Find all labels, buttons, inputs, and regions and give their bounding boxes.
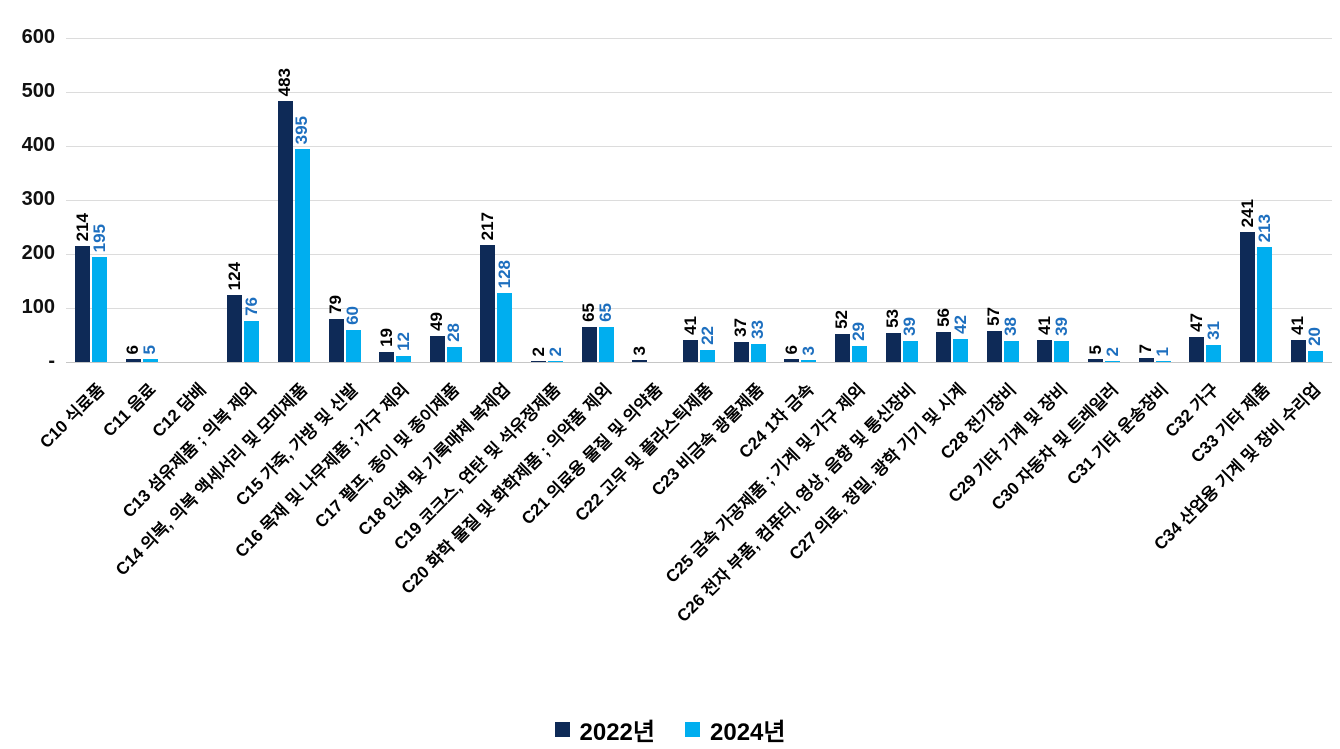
y-axis-tick-label: 200 bbox=[21, 242, 55, 264]
value-label: 31 bbox=[1204, 321, 1223, 340]
value-label: 38 bbox=[1001, 317, 1020, 336]
bar-2022년 bbox=[75, 246, 90, 362]
bar-2024년 bbox=[143, 359, 158, 362]
bar-2022년 bbox=[480, 245, 495, 362]
y-axis-tick-label: 500 bbox=[21, 80, 55, 102]
bar-2024년 bbox=[852, 346, 867, 362]
y-axis-tick-label: 300 bbox=[21, 188, 55, 210]
value-label: 20 bbox=[1305, 327, 1324, 346]
bar-2024년 bbox=[497, 293, 512, 362]
bar-2022년 bbox=[1139, 358, 1154, 362]
bar-2022년 bbox=[987, 331, 1002, 362]
gridline bbox=[66, 362, 1332, 363]
legend-swatch-2022 bbox=[554, 722, 570, 737]
value-label: 217 bbox=[478, 211, 497, 240]
gridline bbox=[66, 38, 1332, 39]
bar-2022년 bbox=[1088, 359, 1103, 362]
value-label: 2 bbox=[546, 346, 565, 356]
y-axis-tick-label: 400 bbox=[21, 134, 55, 156]
value-label: 28 bbox=[444, 323, 463, 342]
bar-2024년 bbox=[1206, 345, 1221, 362]
bar-2022년 bbox=[1240, 232, 1255, 362]
value-label: 395 bbox=[292, 115, 311, 144]
x-axis-category-label: C11 음료 bbox=[99, 380, 160, 441]
value-label: 65 bbox=[596, 303, 615, 322]
gridline bbox=[66, 146, 1332, 147]
value-label: 5 bbox=[140, 344, 159, 354]
legend-item-2024: 2024년 bbox=[685, 712, 785, 747]
value-label: 1 bbox=[1153, 346, 1172, 356]
value-label: 128 bbox=[495, 259, 514, 288]
bar-2022년 bbox=[1291, 340, 1306, 362]
bar-2022년 bbox=[582, 327, 597, 362]
value-label: 2 bbox=[1103, 346, 1122, 356]
bar-2024년 bbox=[447, 347, 462, 362]
bar-2024년 bbox=[295, 149, 310, 362]
bar-2022년 bbox=[734, 342, 749, 362]
bar-2024년 bbox=[92, 257, 107, 362]
value-label: 29 bbox=[849, 322, 868, 341]
bar-2024년 bbox=[1004, 341, 1019, 362]
bar-2024년 bbox=[244, 321, 259, 362]
bar-2022년 bbox=[632, 360, 647, 362]
legend-label-2022: 2022년 bbox=[579, 719, 655, 746]
bar-2024년 bbox=[1156, 361, 1171, 362]
bar-2022년 bbox=[227, 295, 242, 362]
bar-2024년 bbox=[1105, 361, 1120, 362]
bar-2024년 bbox=[599, 327, 614, 362]
bar-2022년 bbox=[683, 340, 698, 362]
legend: 2022년 2024년 bbox=[0, 712, 1340, 747]
value-label: 124 bbox=[225, 261, 244, 290]
value-label: 22 bbox=[698, 326, 717, 345]
value-label: 3 bbox=[630, 345, 649, 355]
value-label: 483 bbox=[275, 67, 294, 96]
bar-2022년 bbox=[531, 361, 546, 362]
value-label: 213 bbox=[1255, 213, 1274, 242]
bar-2022년 bbox=[784, 359, 799, 362]
value-label: 39 bbox=[1052, 317, 1071, 336]
x-axis-category-label: C10 식료품 bbox=[36, 380, 109, 453]
legend-label-2024: 2024년 bbox=[710, 719, 786, 746]
y-axis-tick-label: - bbox=[48, 350, 55, 372]
bar-2024년 bbox=[1308, 351, 1323, 362]
bar-2022년 bbox=[1189, 337, 1204, 362]
gridline bbox=[66, 92, 1332, 93]
value-label: 3 bbox=[799, 345, 818, 355]
bar-2022년 bbox=[936, 332, 951, 362]
bar-2024년 bbox=[801, 360, 816, 362]
bar-2024년 bbox=[903, 341, 918, 362]
bar-2024년 bbox=[396, 356, 411, 362]
y-axis-tick-label: 100 bbox=[21, 296, 55, 318]
value-label: 60 bbox=[343, 306, 362, 325]
bar-2022년 bbox=[278, 101, 293, 362]
value-label: 76 bbox=[242, 297, 261, 316]
bar-2024년 bbox=[346, 330, 361, 362]
bar-2024년 bbox=[548, 361, 563, 362]
bar-2024년 bbox=[700, 350, 715, 362]
gridline bbox=[66, 200, 1332, 201]
legend-swatch-2024 bbox=[685, 722, 700, 737]
y-axis-tick-label: 600 bbox=[21, 26, 55, 48]
bar-2022년 bbox=[886, 333, 901, 362]
bar-2022년 bbox=[430, 336, 445, 362]
value-label: 39 bbox=[900, 317, 919, 336]
x-axis-category-label: C26 전자 부품, 컴퓨터, 영상, 음향 및 통신장비 bbox=[673, 380, 919, 626]
bar-2022년 bbox=[1037, 340, 1052, 362]
bar-2022년 bbox=[379, 352, 394, 362]
gridline bbox=[66, 308, 1332, 309]
bar-2024년 bbox=[1054, 341, 1069, 362]
value-label: 42 bbox=[951, 315, 970, 334]
bar-2022년 bbox=[835, 334, 850, 362]
legend-item-2022: 2022년 bbox=[554, 712, 655, 747]
bar-2022년 bbox=[126, 359, 141, 362]
value-label: 12 bbox=[394, 332, 413, 351]
bar-2022년 bbox=[329, 319, 344, 362]
value-label: 195 bbox=[90, 223, 109, 252]
value-label: 33 bbox=[748, 320, 767, 339]
gridline bbox=[66, 254, 1332, 255]
bar-2024년 bbox=[751, 344, 766, 362]
bar-2024년 bbox=[1257, 247, 1272, 362]
bar-2024년 bbox=[953, 339, 968, 362]
